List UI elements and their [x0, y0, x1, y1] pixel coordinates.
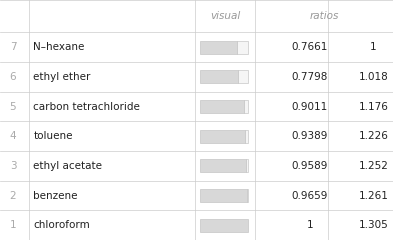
Text: 7: 7 [10, 42, 16, 52]
Text: ratios: ratios [310, 11, 339, 21]
Text: 0.9011: 0.9011 [292, 102, 328, 112]
Text: 1.252: 1.252 [358, 161, 388, 171]
Bar [247, 189, 248, 202]
Text: 1.305: 1.305 [358, 220, 388, 230]
Bar [200, 100, 244, 113]
Text: carbon tetrachloride: carbon tetrachloride [33, 102, 140, 112]
Bar [237, 41, 248, 54]
Text: ethyl acetate: ethyl acetate [33, 161, 103, 171]
Text: 1.176: 1.176 [358, 102, 388, 112]
Text: chloroform: chloroform [33, 220, 90, 230]
Text: benzene: benzene [33, 191, 78, 200]
Text: 0.7661: 0.7661 [292, 42, 328, 52]
Text: 1.261: 1.261 [358, 191, 388, 200]
Text: toluene: toluene [33, 131, 73, 141]
Text: 1: 1 [10, 220, 16, 230]
Text: 0.9659: 0.9659 [292, 191, 328, 200]
Text: 1.018: 1.018 [358, 72, 388, 82]
Text: visual: visual [210, 11, 240, 21]
Bar [200, 130, 245, 143]
Text: 4: 4 [10, 131, 16, 141]
Text: 1: 1 [307, 220, 313, 230]
Text: 2: 2 [10, 191, 16, 200]
Bar [238, 70, 248, 84]
Text: 1: 1 [370, 42, 376, 52]
Text: 5: 5 [10, 102, 16, 112]
Text: ethyl ether: ethyl ether [33, 72, 91, 82]
Bar [200, 159, 246, 172]
Bar [200, 41, 237, 54]
Bar [245, 130, 248, 143]
Text: 0.9389: 0.9389 [292, 131, 328, 141]
Bar [200, 70, 238, 84]
Bar [246, 159, 248, 172]
Bar [200, 189, 247, 202]
Text: 3: 3 [10, 161, 16, 171]
Text: N–hexane: N–hexane [33, 42, 85, 52]
Text: 6: 6 [10, 72, 16, 82]
Bar [244, 100, 248, 113]
Bar [200, 219, 248, 232]
Text: 1.226: 1.226 [358, 131, 388, 141]
Text: 0.7798: 0.7798 [292, 72, 328, 82]
Text: 0.9589: 0.9589 [292, 161, 328, 171]
